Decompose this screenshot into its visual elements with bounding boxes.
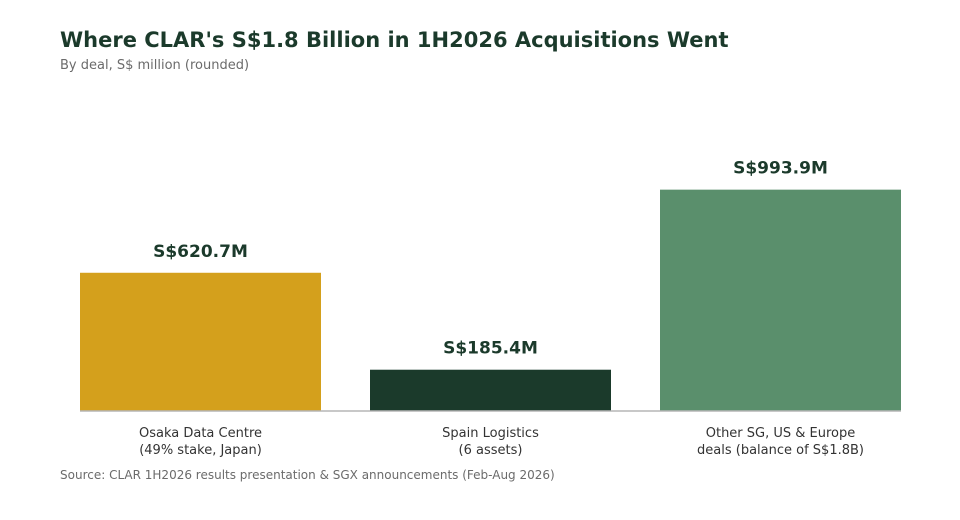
bar-value-label-3: S$993.9M [733, 159, 828, 179]
chart-subtitle: By deal, S$ million (rounded) [60, 58, 250, 73]
category-label-2-line-2: (6 assets) [459, 443, 523, 458]
bar-value-label-1: S$620.7M [153, 242, 248, 262]
category-label-1-line-1: Osaka Data Centre [139, 426, 262, 441]
chart-source-note: Source: CLAR 1H2026 results presentation… [60, 468, 555, 482]
category-label-3-line-1: Other SG, US & Europe [706, 426, 856, 441]
category-label-1-line-2: (49% stake, Japan) [139, 443, 262, 458]
bar-2 [370, 369, 611, 411]
category-label-3-line-2: deals (balance of S$1.8B) [697, 443, 864, 458]
bar-3 [660, 189, 901, 411]
bar-1 [80, 272, 321, 411]
chart-title: Where CLAR's S$1.8 Billion in 1H2026 Acq… [60, 28, 729, 52]
category-label-2-line-1: Spain Logistics [442, 426, 539, 441]
bar-value-label-2: S$185.4M [443, 339, 538, 359]
